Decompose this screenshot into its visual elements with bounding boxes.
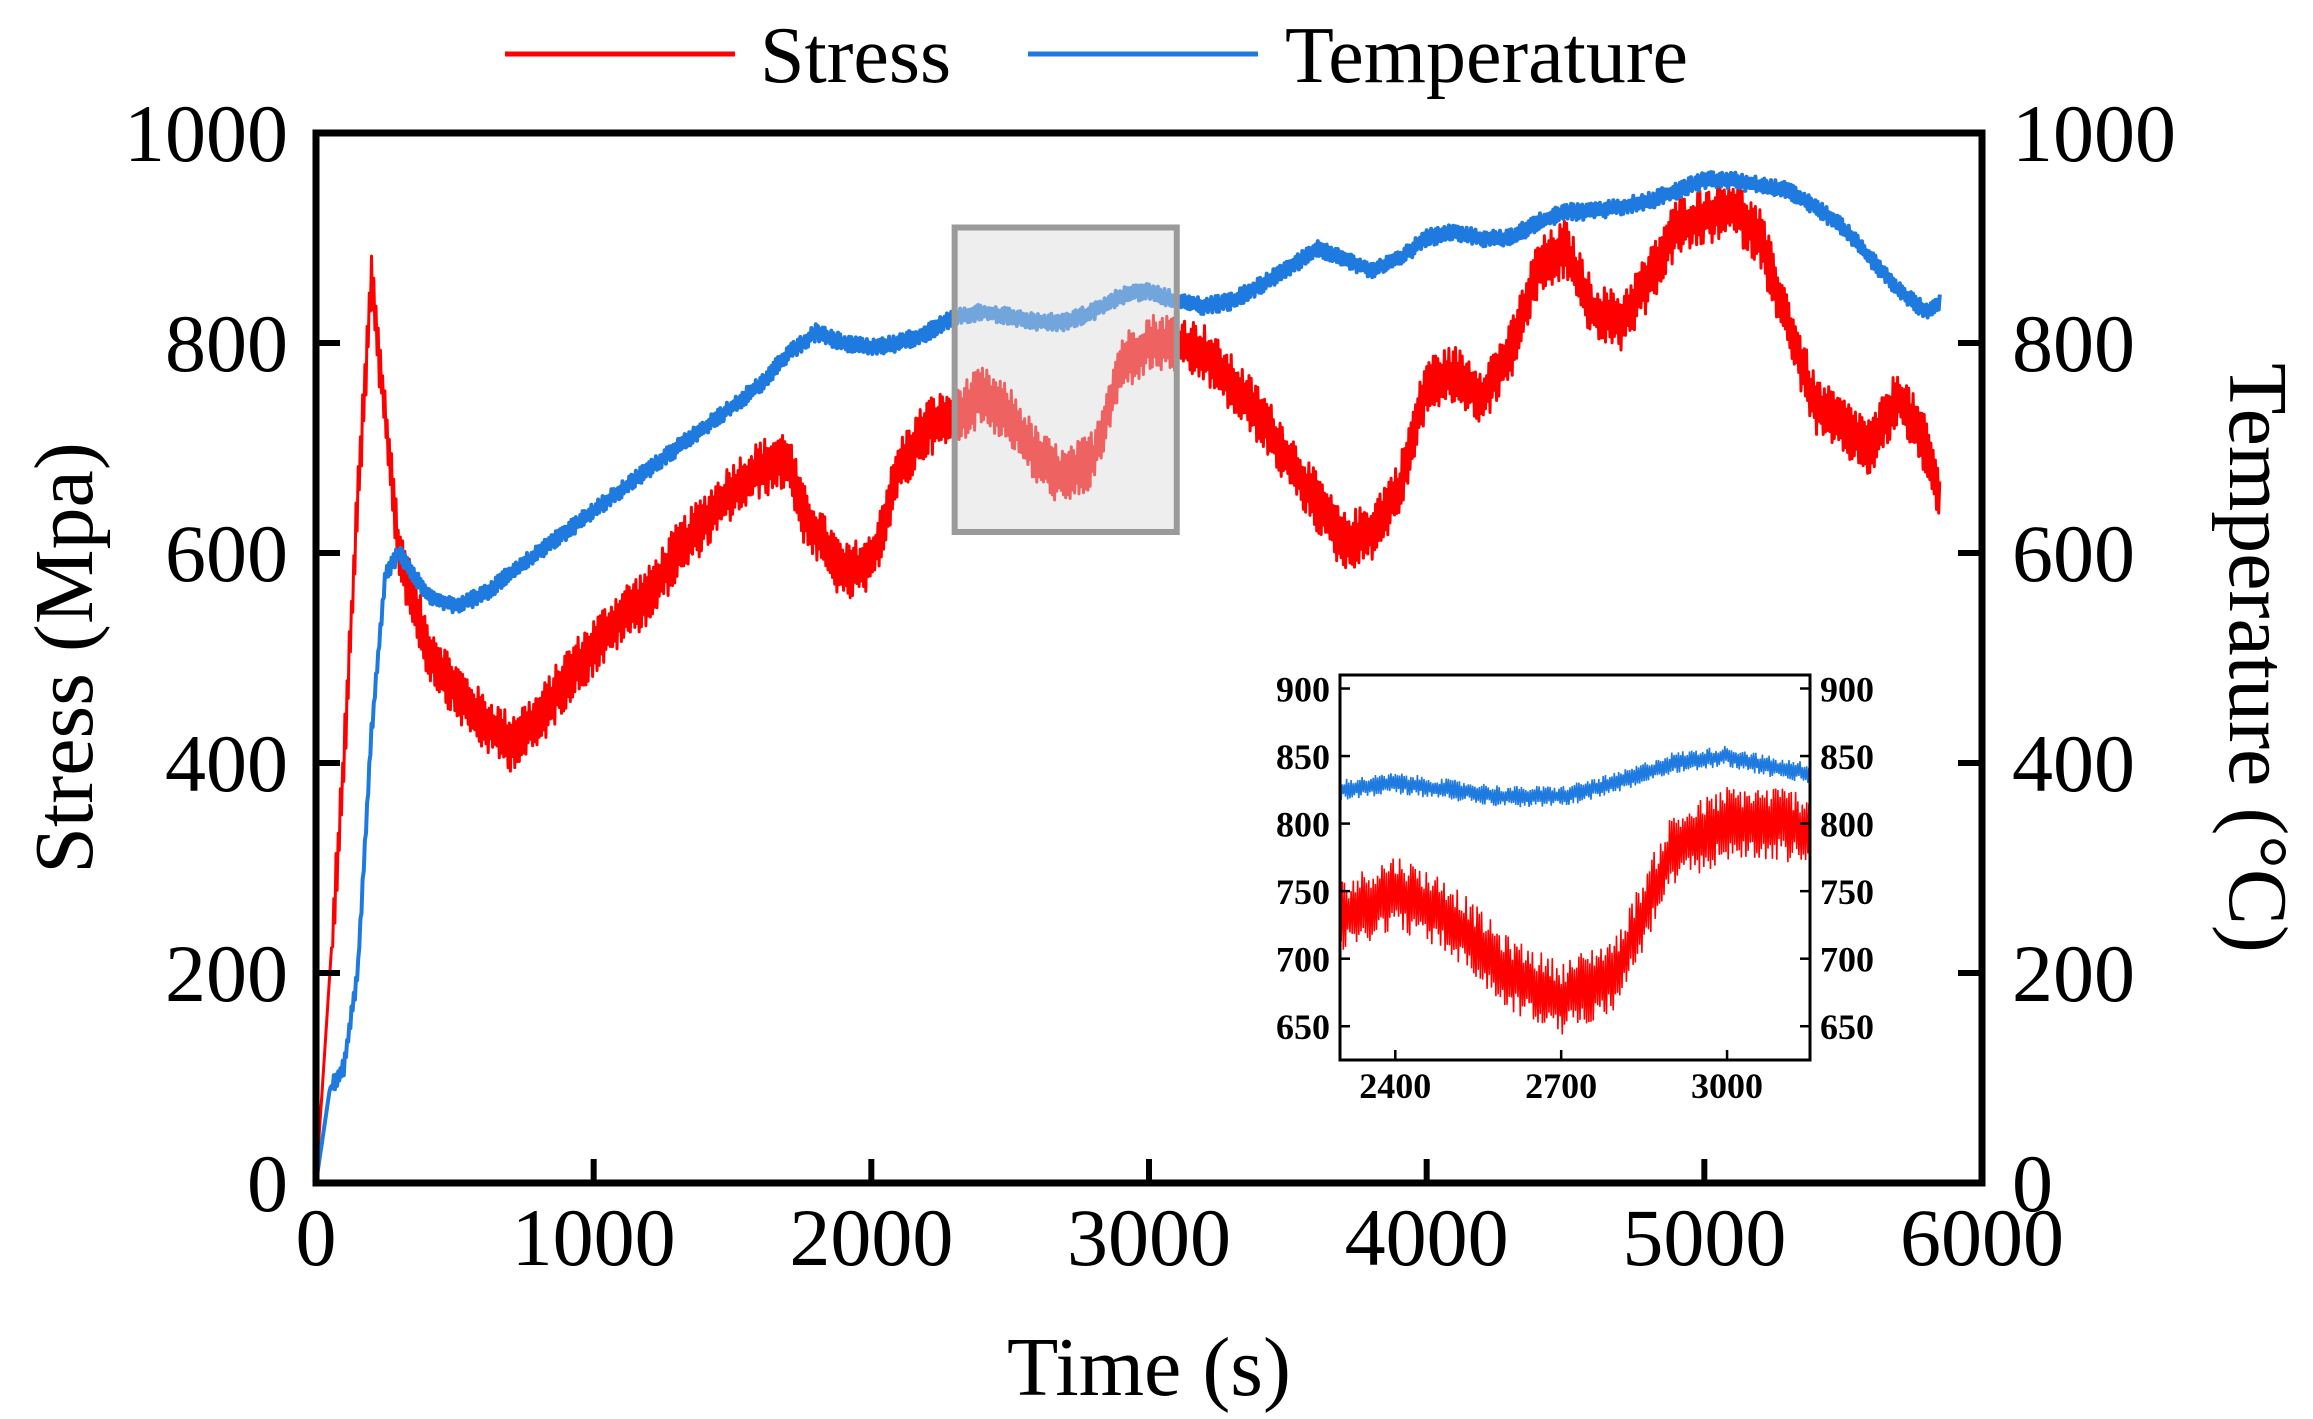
inset-stress-series-line xyxy=(1340,787,1810,1035)
stress-series-line xyxy=(316,182,1942,1183)
legend-stress-label: Stress xyxy=(760,12,951,100)
inset-series xyxy=(1340,745,1810,1035)
x-tick-label: 1000 xyxy=(512,1192,676,1283)
inset-y-tick-label: 750 xyxy=(1276,872,1330,912)
inset-chart: 2400 2700 3000 650 700 750 800 850 900 650 700 750 8… xyxy=(1276,670,1874,1106)
inset-x-tick-label: 3000 xyxy=(1691,1066,1763,1106)
zoom-highlight-box xyxy=(951,224,1180,535)
inset-y-tick-label: 850 xyxy=(1276,737,1330,777)
x-tick-label: 6000 xyxy=(1900,1192,2064,1283)
x-tick-label: 0 xyxy=(296,1192,337,1283)
y-tick-label: 600 xyxy=(165,508,288,599)
y-tick-label: 200 xyxy=(165,928,288,1019)
x-tick-label: 2000 xyxy=(789,1192,953,1283)
inset-y-tick-label: 800 xyxy=(1276,805,1330,845)
inset-y-tick-label: 650 xyxy=(1276,1007,1330,1047)
inset-temperature-series-line xyxy=(1340,745,1810,808)
y-axis-title: Stress (Mpa) xyxy=(18,442,111,874)
x-tick-label: 3000 xyxy=(1067,1192,1231,1283)
inset-y2-tick-label: 850 xyxy=(1820,737,1874,777)
inset-y2-tick-label: 650 xyxy=(1820,1007,1874,1047)
y2-axis-title: Temperature (°C) xyxy=(2211,363,2304,953)
y2-tick-label: 1000 xyxy=(2012,88,2176,179)
inset-y-tick-label: 900 xyxy=(1276,670,1330,710)
inset-axis-ticks: 2400 2700 3000 650 700 750 800 850 900 650 700 750 8… xyxy=(1276,670,1874,1106)
legend-temperature-label: Temperature xyxy=(1285,12,1688,100)
main-axis-ticks: 0 1000 2000 3000 4000 5000 6000020040060080010… xyxy=(124,88,2176,1283)
y-tick-label: 800 xyxy=(165,298,288,389)
legend: Stress Temperature xyxy=(505,12,1688,100)
inset-y-tick-label: 700 xyxy=(1276,940,1330,980)
y2-tick-label: 800 xyxy=(2012,298,2135,389)
inset-y2-tick-label: 700 xyxy=(1820,940,1874,980)
inset-x-tick-label: 2700 xyxy=(1525,1066,1597,1106)
y-tick-label: 0 xyxy=(247,1138,288,1229)
inset-y2-tick-label: 900 xyxy=(1820,670,1874,710)
inset-y2-tick-label: 800 xyxy=(1820,805,1874,845)
inset-x-tick-label: 2400 xyxy=(1359,1066,1431,1106)
inset-frame xyxy=(1338,673,1812,1062)
y2-tick-label: 0 xyxy=(2012,1138,2053,1229)
x-axis-title: Time (s) xyxy=(1007,1321,1291,1414)
temperature-series-line xyxy=(316,170,1942,1183)
x-tick-label: 4000 xyxy=(1345,1192,1509,1283)
y2-tick-label: 200 xyxy=(2012,928,2135,1019)
y-tick-label: 1000 xyxy=(124,88,288,179)
inset-y2-tick-label: 750 xyxy=(1820,872,1874,912)
y2-tick-label: 400 xyxy=(2012,718,2135,809)
y-tick-label: 400 xyxy=(165,718,288,809)
y2-tick-label: 600 xyxy=(2012,508,2135,599)
x-tick-label: 5000 xyxy=(1622,1192,1786,1283)
main-plot-series xyxy=(316,170,1942,1183)
